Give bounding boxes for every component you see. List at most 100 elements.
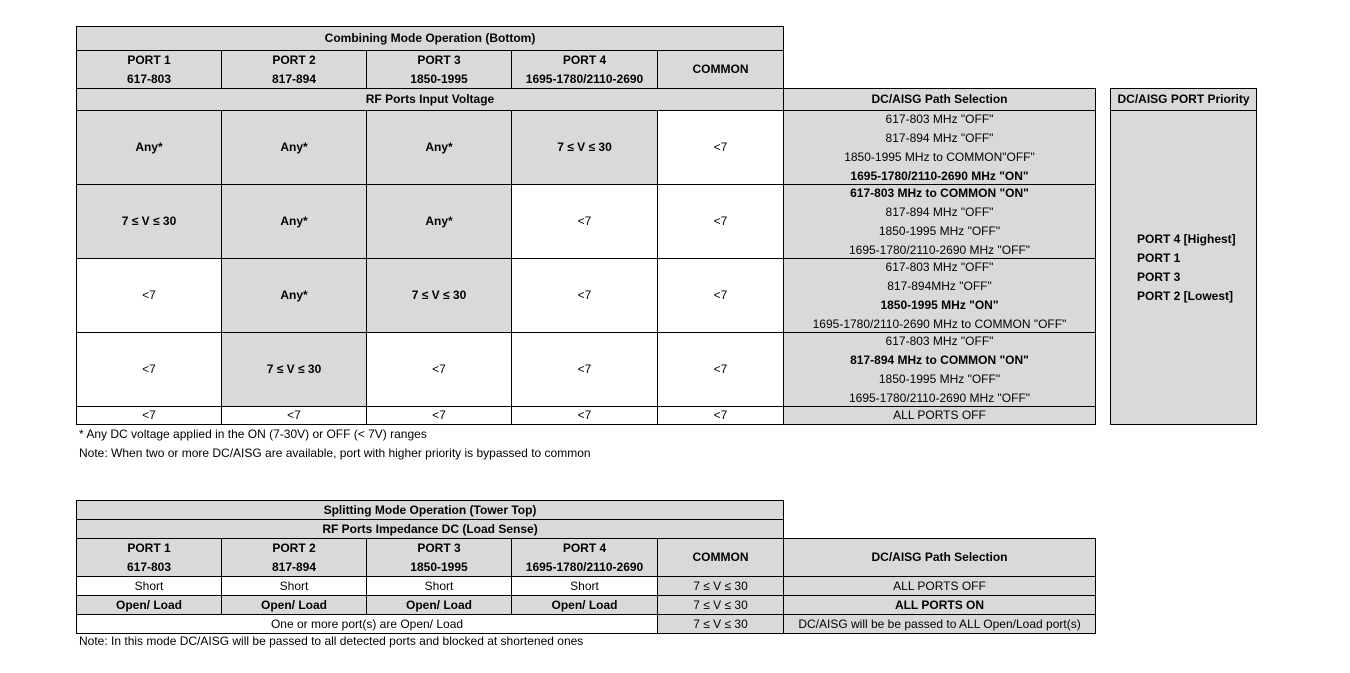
- header-range: 1695-1780/2110-2690: [525, 559, 644, 574]
- header-name: COMMON: [692, 62, 749, 76]
- voltage-cell: Any*: [366, 110, 512, 185]
- path-line: 1695-1780/2110-2690 MHz "OFF": [848, 390, 1031, 405]
- path-line: 1695-1780/2110-2690 MHz "ON": [850, 168, 1029, 183]
- path-line: 817-894 MHz "OFF": [885, 130, 994, 145]
- header-name: PORT 1: [127, 52, 171, 67]
- cell-text: Any*: [280, 214, 308, 228]
- cell-text: <7: [713, 362, 728, 376]
- path-selection-cell: 617-803 MHz to COMMON "ON" 817-894 MHz "O…: [783, 184, 1096, 259]
- cell-text: <7: [577, 408, 592, 422]
- path-line: 1695-1780/2110-2690 MHz to COMMON "OFF": [812, 316, 1067, 331]
- cell-text: <7: [577, 214, 592, 228]
- path-selection-cell: 617-803 MHz "OFF" 817-894 MHz to COMMON "…: [783, 332, 1096, 407]
- cell-text: Open/ Load: [551, 597, 618, 612]
- cell-text: <7: [577, 362, 592, 376]
- header-range: 617-803: [126, 71, 172, 86]
- impedance-label: RF Ports Impedance DC (Load Sense): [76, 519, 784, 539]
- voltage-cell: 7 ≤ V ≤ 30: [366, 258, 512, 333]
- port-header: PORT 1 617-803: [76, 538, 222, 577]
- voltage-cell: <7: [511, 184, 658, 259]
- header-name: COMMON: [692, 550, 749, 564]
- header-range: 617-803: [126, 559, 172, 574]
- port-header: PORT 4 1695-1780/2110-2690: [511, 538, 658, 577]
- cell-text: <7: [432, 408, 446, 422]
- path-line: ALL PORTS OFF: [893, 408, 986, 422]
- header-range: 817-894: [271, 71, 317, 86]
- cell-text: Open/ Load: [261, 597, 327, 612]
- header-range: 1850-1995: [410, 71, 468, 86]
- voltage-cell: 7 ≤ V ≤ 30: [76, 184, 222, 259]
- note: * Any DC voltage applied in the ON (7-30…: [79, 427, 427, 441]
- header-name: PORT 2: [272, 540, 316, 555]
- cell-text: DC/AISG PORT Priority: [1117, 92, 1250, 106]
- port-header: DC/AISG Path Selection: [783, 538, 1096, 577]
- cell-text: Any*: [280, 288, 308, 302]
- cell-text: One or more port(s) are Open/ Load: [270, 616, 464, 631]
- impedance-cell: Open/ Load: [221, 595, 367, 615]
- common-cell: 7 ≤ V ≤ 30: [657, 576, 784, 596]
- voltage-cell: 7 ≤ V ≤ 30: [221, 332, 367, 407]
- header-name: PORT 3: [417, 52, 461, 67]
- cell-text: <7: [142, 288, 156, 302]
- path-line: 617-803 MHz "OFF": [885, 333, 994, 348]
- cell-text: 7 ≤ V ≤ 30: [266, 362, 322, 376]
- voltage-cell: <7: [657, 184, 784, 259]
- cell-text: Any*: [425, 214, 453, 228]
- impedance-cell: Short: [511, 576, 658, 596]
- path-line: 617-803 MHz "OFF": [885, 111, 994, 126]
- header-name: DC/AISG Path Selection: [871, 550, 1008, 564]
- port-header: PORT 1 617-803: [76, 50, 222, 89]
- voltage-cell: <7: [657, 406, 784, 425]
- impedance-cell: Short: [76, 576, 222, 596]
- note: Note: When two or more DC/AISG are avail…: [79, 446, 591, 460]
- voltage-cell: Any*: [221, 184, 367, 259]
- cell-text: DC/AISG Path Selection: [871, 92, 1008, 106]
- voltage-cell: Any*: [76, 110, 222, 185]
- impedance-cell: Short: [366, 576, 512, 596]
- impedance-cell: Open/ Load: [511, 595, 658, 615]
- cell-text: <7: [713, 140, 728, 154]
- path-line: 817-894 MHz "OFF": [885, 204, 994, 219]
- combining-title: Combining Mode Operation (Bottom): [76, 26, 784, 51]
- table-title: Splitting Mode Operation (Tower Top): [323, 502, 537, 517]
- port-header: PORT 2 817-894: [221, 538, 367, 577]
- path-selection-cell: 617-803 MHz "OFF" 817-894 MHz "OFF" 1850-1…: [783, 110, 1096, 185]
- cell-text: RF Ports Impedance DC (Load Sense): [322, 521, 538, 536]
- voltage-cell: <7: [366, 406, 512, 425]
- path-selection-cell: ALL PORTS OFF: [783, 576, 1096, 596]
- header-range: 1695-1780/2110-2690: [525, 71, 644, 86]
- header-name: PORT 4: [562, 52, 607, 67]
- cell-text: <7: [142, 362, 156, 376]
- priority-item: PORT 3: [1137, 269, 1181, 284]
- header-name: PORT 1: [127, 540, 171, 555]
- voltage-cell: <7: [221, 406, 367, 425]
- common-cell: 7 ≤ V ≤ 30: [657, 614, 784, 634]
- path-label: DC/AISG Path Selection: [783, 88, 1096, 111]
- header-name: PORT 4: [562, 540, 607, 555]
- cell-text: ALL PORTS ON: [894, 597, 985, 612]
- path-line: 1695-1780/2110-2690 MHz "OFF": [848, 242, 1031, 257]
- port-header: PORT 3 1850-1995: [366, 538, 512, 577]
- voltage-cell: <7: [657, 110, 784, 185]
- impedance-cell: Short: [221, 576, 367, 596]
- port-header: PORT 3 1850-1995: [366, 50, 512, 89]
- port-header: PORT 2 817-894: [221, 50, 367, 89]
- voltage-cell: Any*: [221, 258, 367, 333]
- header-name: PORT 2: [272, 52, 316, 67]
- cell-text: 7 ≤ V ≤ 30: [693, 616, 748, 631]
- impedance-cell: Open/ Load: [76, 595, 222, 615]
- voltage-cell: <7: [76, 258, 222, 333]
- path-line: 1850-1995 MHz "OFF": [878, 223, 1001, 238]
- voltage-cell: Any*: [366, 184, 512, 259]
- note: Note: In this mode DC/AISG will be passe…: [79, 634, 584, 648]
- cell-text: <7: [713, 288, 728, 302]
- cell-text: Short: [424, 578, 454, 593]
- splitting-title: Splitting Mode Operation (Tower Top): [76, 500, 784, 520]
- cell-text: 7 ≤ V ≤ 30: [693, 578, 748, 593]
- cell-text: ALL PORTS OFF: [893, 578, 986, 593]
- path-selection-cell: DC/AISG will be be passed to ALL Open/Lo…: [783, 614, 1096, 634]
- cell-text: RF Ports Input Voltage: [365, 92, 495, 106]
- cell-text: 7 ≤ V ≤ 30: [557, 140, 612, 154]
- path-line: 817-894MHz "OFF": [887, 278, 992, 293]
- voltage-cell: <7: [511, 406, 658, 425]
